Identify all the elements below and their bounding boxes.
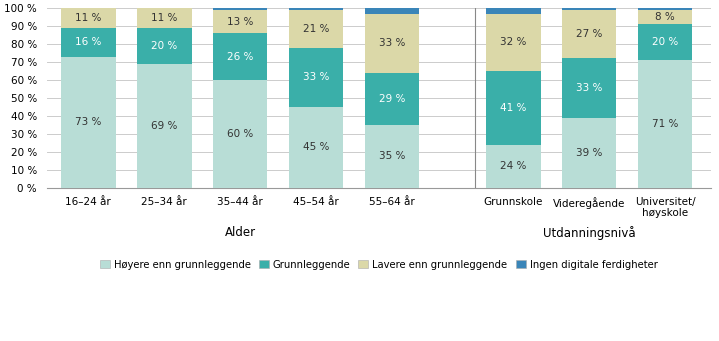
Bar bbox=[638, 60, 692, 188]
Bar bbox=[365, 8, 419, 14]
Text: 39 %: 39 % bbox=[576, 148, 603, 158]
Bar bbox=[562, 10, 616, 58]
Text: 33 %: 33 % bbox=[576, 83, 603, 93]
Bar bbox=[638, 24, 692, 60]
Bar bbox=[289, 107, 343, 188]
Bar bbox=[486, 14, 541, 71]
Bar bbox=[137, 28, 191, 64]
Bar bbox=[562, 118, 616, 188]
Bar bbox=[137, 64, 191, 188]
Text: 11 %: 11 % bbox=[151, 13, 178, 23]
Bar bbox=[213, 10, 267, 33]
Text: 29 %: 29 % bbox=[379, 94, 405, 104]
Bar bbox=[137, 8, 191, 28]
Bar bbox=[365, 73, 419, 125]
Bar bbox=[365, 125, 419, 188]
Text: 27 %: 27 % bbox=[576, 29, 603, 39]
Text: 8 %: 8 % bbox=[655, 12, 675, 22]
Text: 33 %: 33 % bbox=[303, 72, 329, 82]
Text: 60 %: 60 % bbox=[227, 129, 253, 139]
Bar bbox=[638, 8, 692, 10]
Bar bbox=[61, 8, 116, 28]
Text: 13 %: 13 % bbox=[227, 17, 253, 27]
Text: 21 %: 21 % bbox=[303, 24, 329, 34]
Text: 26 %: 26 % bbox=[227, 52, 253, 62]
Text: 24 %: 24 % bbox=[500, 161, 526, 171]
Bar bbox=[213, 33, 267, 80]
Bar bbox=[562, 8, 616, 10]
Bar bbox=[365, 14, 419, 73]
Bar bbox=[486, 145, 541, 188]
Bar bbox=[486, 71, 541, 145]
Text: 71 %: 71 % bbox=[652, 119, 678, 129]
Text: 33 %: 33 % bbox=[379, 38, 405, 48]
Bar bbox=[638, 10, 692, 24]
Text: Utdanningsnivå: Utdanningsnivå bbox=[543, 225, 636, 239]
Bar bbox=[289, 8, 343, 10]
Text: Alder: Alder bbox=[224, 225, 256, 239]
Bar bbox=[61, 57, 116, 188]
Text: 41 %: 41 % bbox=[500, 103, 526, 113]
Bar bbox=[61, 28, 116, 57]
Bar bbox=[213, 8, 267, 10]
Text: 20 %: 20 % bbox=[151, 41, 178, 51]
Text: 69 %: 69 % bbox=[151, 121, 178, 131]
Text: 11 %: 11 % bbox=[75, 13, 101, 23]
Bar bbox=[289, 48, 343, 107]
Legend: Høyere enn grunnleggende, Grunnleggende, Lavere enn grunnleggende, Ingen digital: Høyere enn grunnleggende, Grunnleggende,… bbox=[96, 256, 661, 274]
Text: 35 %: 35 % bbox=[379, 151, 405, 161]
Text: 45 %: 45 % bbox=[303, 143, 329, 152]
Bar bbox=[289, 10, 343, 48]
Text: 73 %: 73 % bbox=[75, 117, 101, 127]
Bar bbox=[213, 80, 267, 188]
Bar bbox=[562, 58, 616, 118]
Text: 20 %: 20 % bbox=[652, 37, 678, 47]
Bar bbox=[486, 8, 541, 14]
Text: 32 %: 32 % bbox=[500, 37, 526, 47]
Text: 16 %: 16 % bbox=[75, 37, 101, 47]
